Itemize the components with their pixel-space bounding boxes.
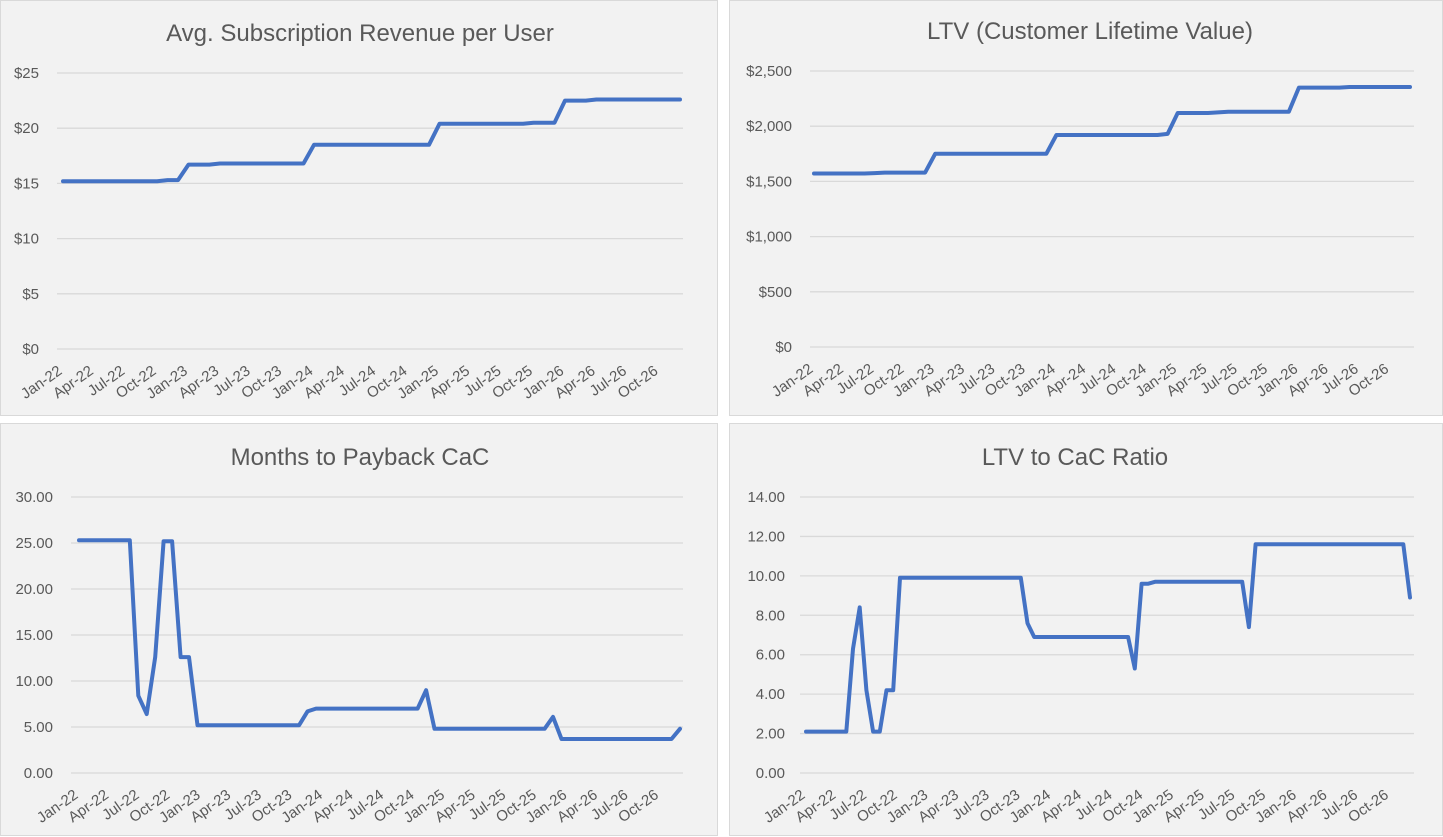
y-tick-label: $20 bbox=[14, 120, 39, 137]
y-tick-label: 15.00 bbox=[15, 627, 53, 644]
y-tick-label: 20.00 bbox=[15, 581, 53, 598]
chart-title: LTV to CaC Ratio bbox=[982, 444, 1168, 471]
series-line-ltv bbox=[812, 85, 1412, 176]
series-line-payback bbox=[77, 538, 682, 741]
y-tick-label: $0 bbox=[22, 341, 39, 358]
y-tick-label: 14.00 bbox=[747, 489, 785, 506]
chart-panel-arpu: Avg. Subscription Revenue per User $0 $5 $1… bbox=[0, 0, 718, 416]
y-tick-label: 0.00 bbox=[24, 765, 53, 782]
series-line-ltv-cac bbox=[804, 542, 1412, 734]
chart-panel-payback: Months to Payback CaC 0.00 5.00 10.00 15.00 2… bbox=[0, 423, 718, 836]
y-tick-label: 25.00 bbox=[15, 535, 53, 552]
y-tick-label: $2,000 bbox=[746, 118, 792, 135]
chart-panel-ltv-cac: LTV to CaC Ratio 0.00 2.00 4.00 6.00 8.00 10.0… bbox=[729, 423, 1443, 836]
series-line-arpu bbox=[61, 97, 682, 184]
y-tick-label: 10.00 bbox=[15, 673, 53, 690]
y-tick-label: $10 bbox=[14, 231, 39, 248]
y-tick-label: 8.00 bbox=[756, 607, 785, 624]
chart-title: Avg. Subscription Revenue per User bbox=[166, 20, 554, 47]
y-tick-label: 30.00 bbox=[15, 489, 53, 506]
chart-ltv-cac: LTV to CaC Ratio 0.00 2.00 4.00 6.00 8.00 10.0… bbox=[747, 444, 1414, 827]
y-tick-label: $0 bbox=[775, 339, 792, 356]
y-tick-label: 6.00 bbox=[756, 647, 785, 664]
y-tick-label: 12.00 bbox=[747, 528, 785, 545]
y-tick-label: $5 bbox=[22, 286, 39, 303]
y-tick-label: $15 bbox=[14, 175, 39, 192]
y-tick-label: $25 bbox=[14, 65, 39, 82]
y-tick-label: $1,000 bbox=[746, 229, 792, 246]
y-tick-label: 5.00 bbox=[24, 719, 53, 736]
y-tick-label: 2.00 bbox=[756, 726, 785, 743]
chart-panel-ltv: LTV (Customer Lifetime Value) $0 $500 $1,00… bbox=[729, 0, 1443, 416]
chart-payback: Months to Payback CaC 0.00 5.00 10.00 15.00 2… bbox=[15, 444, 683, 827]
y-tick-label: 4.00 bbox=[756, 686, 785, 703]
y-tick-label: 10.00 bbox=[747, 568, 785, 585]
chart-ltv: LTV (Customer Lifetime Value) $0 $500 $1,00… bbox=[746, 18, 1414, 401]
chart-title: Months to Payback CaC bbox=[231, 444, 490, 471]
y-tick-label: $500 bbox=[759, 284, 792, 301]
y-tick-label: $1,500 bbox=[746, 173, 792, 190]
chart-title: LTV (Customer Lifetime Value) bbox=[927, 18, 1253, 45]
chart-arpu: Avg. Subscription Revenue per User $0 $5 $1… bbox=[14, 20, 683, 403]
y-tick-label: $2,500 bbox=[746, 63, 792, 80]
y-tick-label: 0.00 bbox=[756, 765, 785, 782]
